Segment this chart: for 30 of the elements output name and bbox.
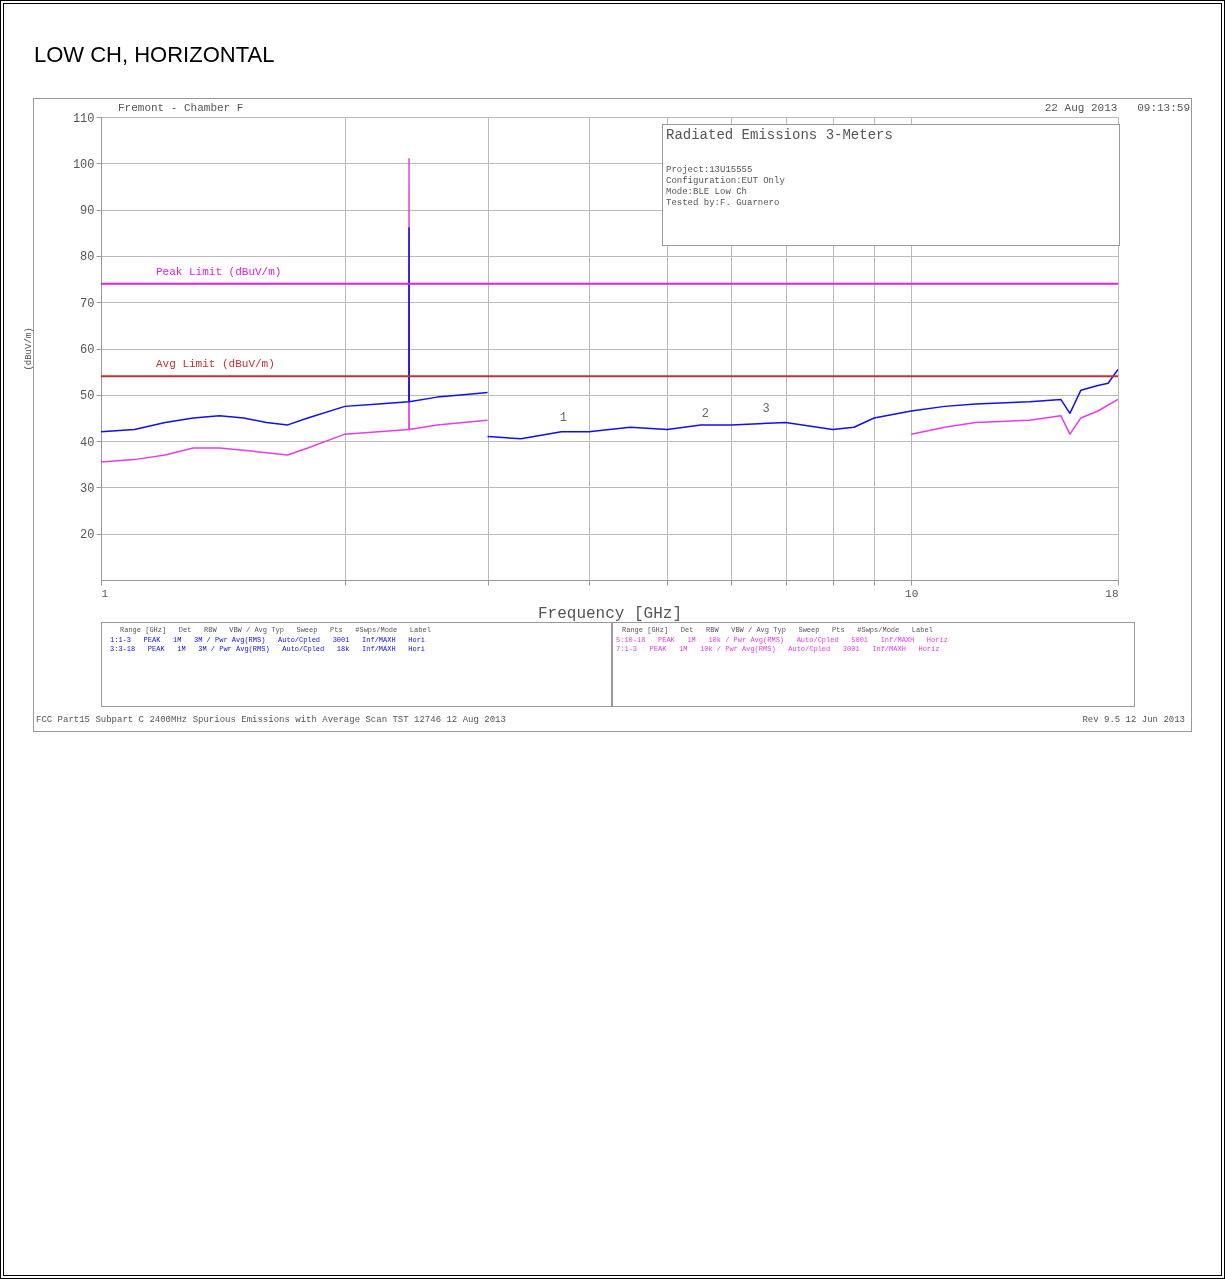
y-tick-label: 50	[80, 389, 95, 404]
y-tick-label: 90	[80, 204, 95, 219]
y-tick-label: 100	[72, 157, 95, 172]
annotation: 3	[762, 401, 770, 416]
annotation: Tested by:F. Guarnero	[666, 198, 780, 208]
x-tick-label: 18	[1105, 587, 1119, 600]
text: Fremont - Chamber F	[118, 102, 244, 114]
annotation: 2	[701, 406, 709, 421]
ref-line-label: Avg Limit (dBuV/m)	[156, 358, 275, 371]
y-tick-label: 70	[80, 296, 95, 311]
chart-title: LOW CH, HORIZONTAL	[34, 42, 275, 68]
annotation: Radiated Emissions 3-Meters	[666, 127, 893, 143]
annotation: Configuration:EUT Only	[666, 176, 785, 186]
text: 22 Aug 2013 09:13:59	[1044, 102, 1190, 114]
annotation: 1	[559, 411, 567, 426]
x-axis-title: Frequency [GHz]	[537, 604, 683, 623]
x-tick-label: 10	[905, 587, 919, 600]
text: Rev 9.5 12 Jun 2013	[1082, 715, 1185, 725]
y-tick-label: 60	[80, 343, 95, 357]
y-tick-label: 110	[72, 111, 95, 126]
y-tick-label: 40	[80, 435, 95, 450]
y-tick-label: 30	[80, 481, 95, 496]
y-tick-label: 80	[80, 250, 95, 265]
annotation: Mode:BLE Low Ch	[666, 187, 748, 197]
annotation: Project:13U15555	[666, 165, 753, 175]
text: FCC Part15 Subpart C 2400MHz Spurious Emissions with Average Scan TST 12746 12 Aug 2013	[36, 715, 506, 725]
ref-line-label: Peak Limit (dBuV/m)	[156, 265, 282, 278]
x-tick-label: 1	[101, 587, 109, 600]
y-tick-label: 20	[80, 528, 95, 543]
y-axis-title: (dBuV/m)	[23, 327, 34, 371]
